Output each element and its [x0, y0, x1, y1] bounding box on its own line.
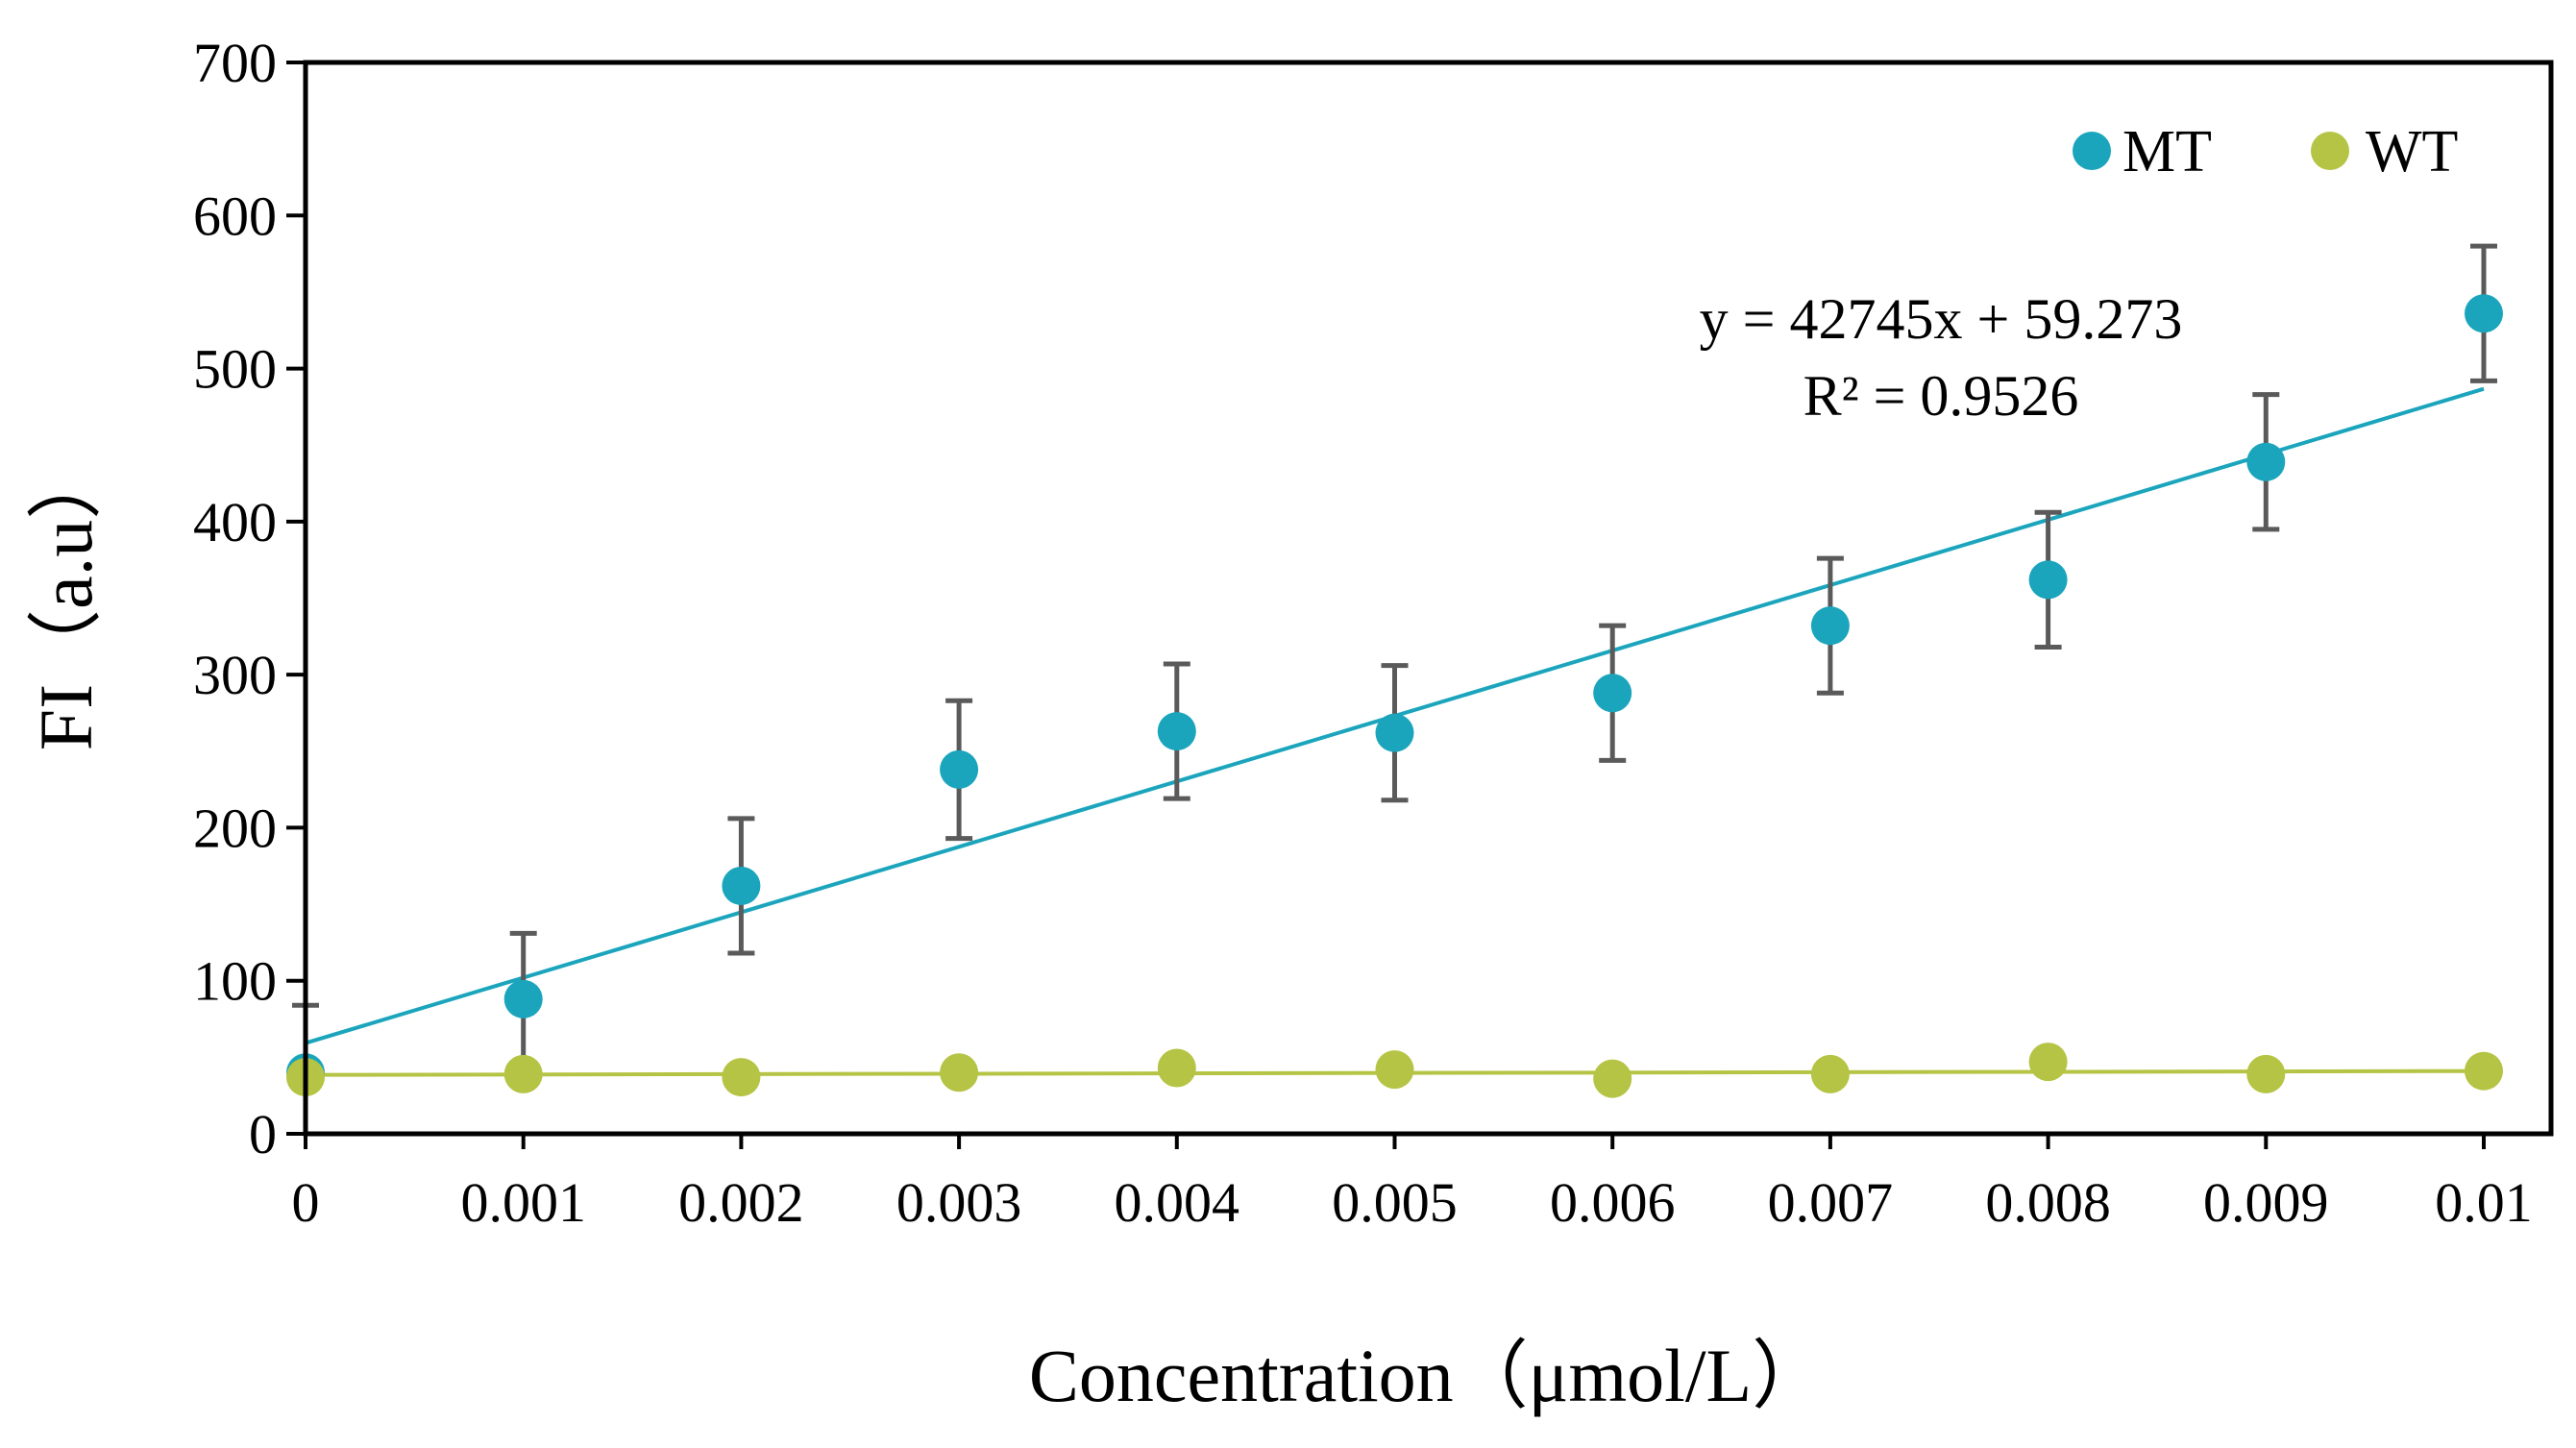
y-tick-label: 500: [193, 338, 277, 401]
point-mt: [722, 866, 761, 905]
data-points: [286, 294, 2503, 1098]
y-axis-ticks: 0 100 200 300 400 500 600 700: [193, 32, 306, 1166]
point-mt: [1810, 606, 1850, 646]
y-tick-label: 200: [193, 797, 277, 859]
x-axis-ticks: 0 0.001 0.002 0.003 0.004 0.005 0.006 0.007 0.00…: [292, 1134, 2533, 1234]
point-wt: [1157, 1048, 1196, 1088]
y-tick-label: 400: [193, 491, 277, 553]
legend: MT WT: [2073, 119, 2458, 184]
x-tick-label: 0.007: [1768, 1171, 1894, 1234]
x-axis-title: Concentration（μmol/L）: [1029, 1334, 1827, 1417]
point-mt: [1375, 713, 1414, 752]
x-tick-label: 0.006: [1550, 1171, 1676, 1234]
x-tick-label: 0.002: [678, 1171, 804, 1234]
point-mt: [2028, 560, 2068, 600]
x-tick-label: 0.003: [896, 1171, 1022, 1234]
plot-area-frame: [303, 60, 2554, 1137]
trendline-r-squared: R² = 0.9526: [1803, 364, 2079, 428]
y-tick-label: 0: [249, 1103, 277, 1166]
legend-label-wt: WT: [2366, 119, 2458, 184]
point-wt: [1810, 1054, 1850, 1093]
point-wt: [940, 1053, 979, 1092]
point-mt: [2465, 294, 2503, 333]
error-bars: [292, 243, 2497, 1134]
point-wt: [2246, 1054, 2286, 1093]
point-wt: [503, 1054, 543, 1093]
point-mt: [2246, 442, 2286, 481]
point-wt: [2465, 1051, 2503, 1091]
point-mt: [1157, 712, 1196, 751]
point-wt: [722, 1058, 761, 1097]
x-tick-label: 0.005: [1332, 1171, 1458, 1234]
x-tick-label: 0.01: [2435, 1171, 2533, 1234]
x-tick-label: 0.001: [460, 1171, 586, 1234]
trendline-equation: y = 42745x + 59.273: [1700, 287, 2183, 351]
y-axis-title: FI（a.u）: [24, 445, 108, 750]
point-wt: [1375, 1050, 1414, 1090]
legend-marker-wt: [2311, 132, 2349, 170]
y-tick-label: 600: [193, 184, 277, 247]
point-mt: [940, 749, 979, 789]
x-tick-label: 0.008: [1985, 1171, 2111, 1234]
y-tick-label: 100: [193, 950, 277, 1013]
y-tick-label: 700: [193, 32, 277, 94]
point-mt: [1593, 674, 1632, 713]
point-wt: [1593, 1059, 1632, 1098]
legend-marker-mt: [2073, 132, 2111, 170]
point-wt: [2028, 1043, 2068, 1082]
x-tick-label: 0: [292, 1171, 320, 1234]
x-tick-label: 0.009: [2203, 1171, 2329, 1234]
legend-label-mt: MT: [2122, 119, 2212, 184]
point-mt: [503, 979, 543, 1019]
x-tick-label: 0.004: [1115, 1171, 1240, 1234]
y-tick-label: 300: [193, 644, 277, 706]
